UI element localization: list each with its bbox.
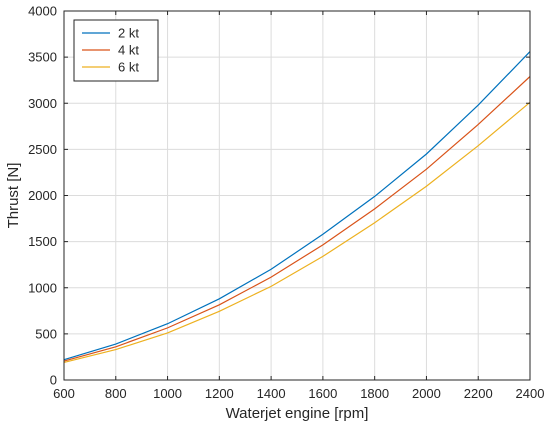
- y-tick-label: 2000: [28, 188, 57, 203]
- x-axis-label: Waterjet engine [rpm]: [226, 405, 369, 422]
- legend: 2 kt 4 kt 6 kt: [73, 19, 159, 82]
- x-tick-label: 1200: [205, 386, 234, 401]
- y-tick-label: 3000: [28, 96, 57, 111]
- y-tick-label: 0: [50, 373, 57, 388]
- series-lines: [63, 51, 531, 364]
- legend-label: 4 kt: [118, 43, 139, 58]
- x-tick-label: 2200: [464, 386, 493, 401]
- x-tick-label: 2400: [516, 386, 545, 401]
- y-tick-label: 2500: [28, 142, 57, 157]
- x-tick-label: 600: [53, 386, 75, 401]
- y-tick-label: 4000: [28, 4, 57, 19]
- axis-ticks: 600 800 1000 1200 1400 1600 1800 2000 2200 2400 0 5…: [28, 4, 544, 402]
- x-tick-label: 1400: [257, 386, 286, 401]
- y-axis-label: Thrust [N]: [5, 163, 22, 229]
- x-tick-label: 1600: [308, 386, 337, 401]
- y-tick-label: 3500: [28, 50, 57, 65]
- y-tick-label: 500: [35, 326, 57, 341]
- series-line-3: [63, 101, 531, 364]
- x-tick-label: 800: [105, 386, 127, 401]
- series-line-1: [63, 51, 531, 361]
- y-tick-label: 1000: [28, 280, 57, 295]
- x-tick-label: 1000: [153, 386, 182, 401]
- series-line-2: [63, 76, 531, 362]
- legend-label: 6 kt: [118, 60, 139, 75]
- x-tick-label: 1800: [360, 386, 389, 401]
- y-tick-label: 1500: [28, 234, 57, 249]
- legend-label: 2 kt: [118, 26, 139, 41]
- x-tick-label: 2000: [412, 386, 441, 401]
